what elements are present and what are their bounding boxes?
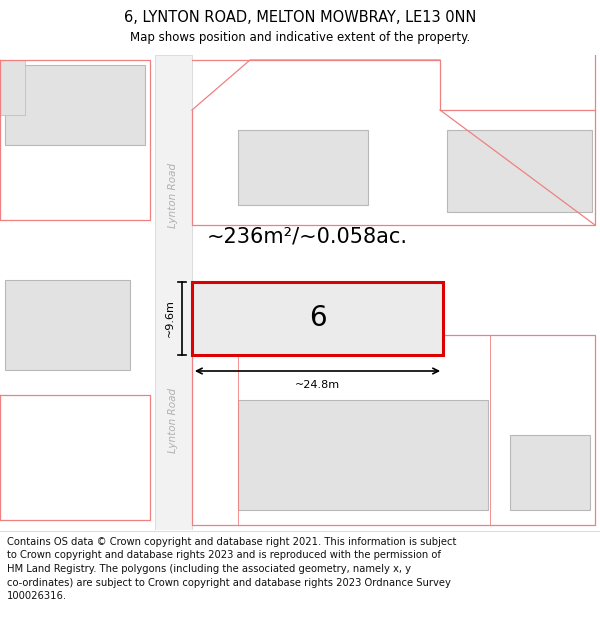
Text: 100026316.: 100026316. [7, 591, 67, 601]
Text: Lynton Road: Lynton Road [168, 162, 178, 228]
Bar [155, 55, 192, 530]
Text: 6, LYNTON ROAD, MELTON MOWBRAY, LE13 0NN: 6, LYNTON ROAD, MELTON MOWBRAY, LE13 0NN [124, 9, 476, 24]
Bar [192, 282, 443, 355]
Text: Lynton Road: Lynton Road [168, 388, 178, 452]
Text: ~236m²/~0.058ac.: ~236m²/~0.058ac. [207, 227, 408, 247]
Text: Contains OS data © Crown copyright and database right 2021. This information is : Contains OS data © Crown copyright and d… [7, 537, 457, 547]
Text: to Crown copyright and database rights 2023 and is reproduced with the permissio: to Crown copyright and database rights 2… [7, 551, 441, 561]
Text: 6: 6 [308, 304, 326, 332]
Bar [0, 60, 25, 115]
Bar [238, 130, 368, 205]
Text: Map shows position and indicative extent of the property.: Map shows position and indicative extent… [130, 31, 470, 44]
Text: HM Land Registry. The polygons (including the associated geometry, namely x, y: HM Land Registry. The polygons (includin… [7, 564, 411, 574]
Bar [5, 65, 145, 145]
Text: co-ordinates) are subject to Crown copyright and database rights 2023 Ordnance S: co-ordinates) are subject to Crown copyr… [7, 578, 451, 587]
Text: ~24.8m: ~24.8m [295, 380, 340, 390]
Bar [238, 400, 488, 510]
Bar [447, 130, 592, 212]
Bar [510, 435, 590, 510]
Text: ~9.6m: ~9.6m [165, 299, 175, 338]
Bar [5, 280, 130, 370]
